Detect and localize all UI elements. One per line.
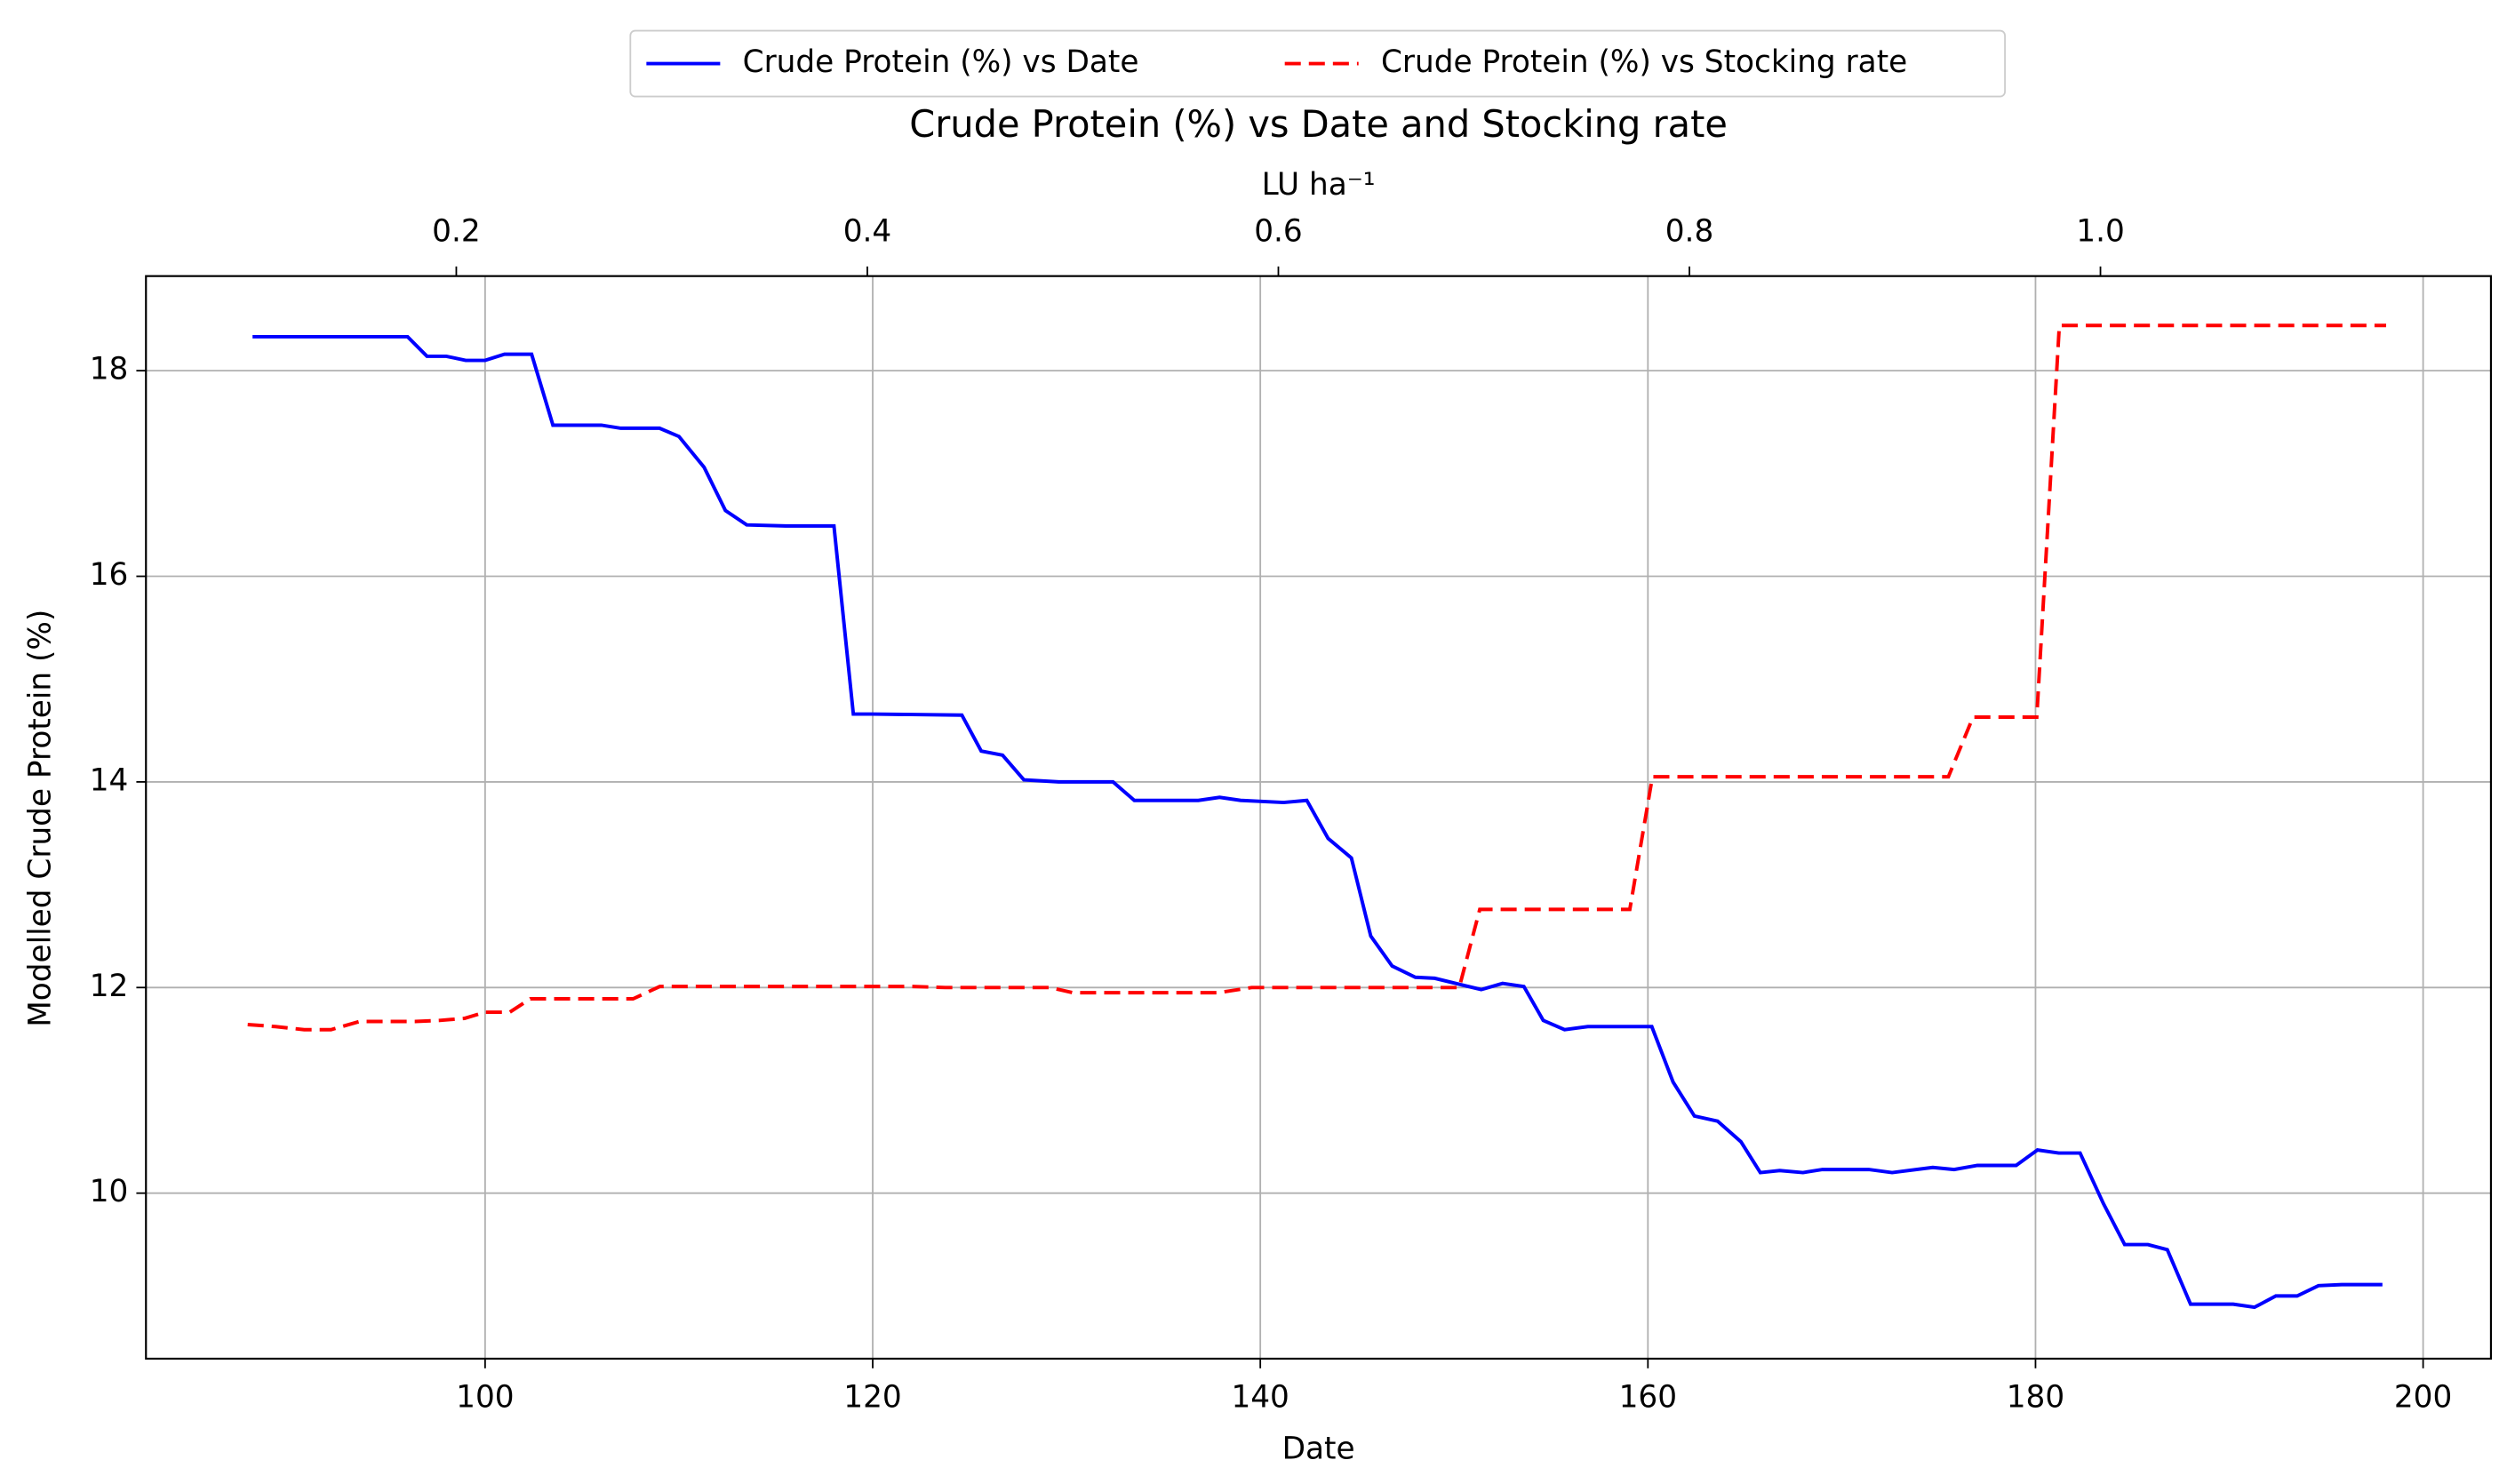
- x2-tick-label: 1.0: [2076, 213, 2125, 249]
- chart-title: Crude Protein (%) vs Date and Stocking r…: [909, 102, 1728, 146]
- y-tick-label: 14: [90, 762, 129, 798]
- x-tick-label: 180: [2007, 1380, 2064, 1416]
- x2-tick-label: 0.6: [1254, 213, 1303, 249]
- x-axis-label: Date: [1282, 1431, 1355, 1466]
- legend-label: Crude Protein (%) vs Stocking rate: [1381, 44, 1907, 80]
- legend-label: Crude Protein (%) vs Date: [743, 44, 1139, 80]
- y-tick-label: 12: [90, 969, 129, 1004]
- x2-tick-label: 0.2: [432, 213, 481, 249]
- plot-frame: [145, 275, 2493, 1360]
- x-tick-label: 200: [2394, 1380, 2452, 1416]
- x2-tick-label: 0.8: [1665, 213, 1714, 249]
- y-tick-label: 18: [90, 352, 129, 387]
- x-tick-label: 160: [1619, 1380, 1677, 1416]
- x-tick-label: 120: [843, 1380, 901, 1416]
- x2-tick-label: 0.4: [843, 213, 892, 249]
- x-tick-label: 140: [1231, 1380, 1289, 1416]
- data-line: [252, 334, 2383, 1310]
- x-tick-label: 100: [456, 1380, 514, 1416]
- data-line: [247, 323, 2386, 1032]
- y-tick-label: 16: [90, 557, 129, 593]
- y-axis-label: Modelled Crude Protein (%): [22, 610, 58, 1027]
- x2-axis-label: LU ha⁻¹: [1262, 167, 1376, 203]
- y-tick-label: 10: [90, 1174, 129, 1209]
